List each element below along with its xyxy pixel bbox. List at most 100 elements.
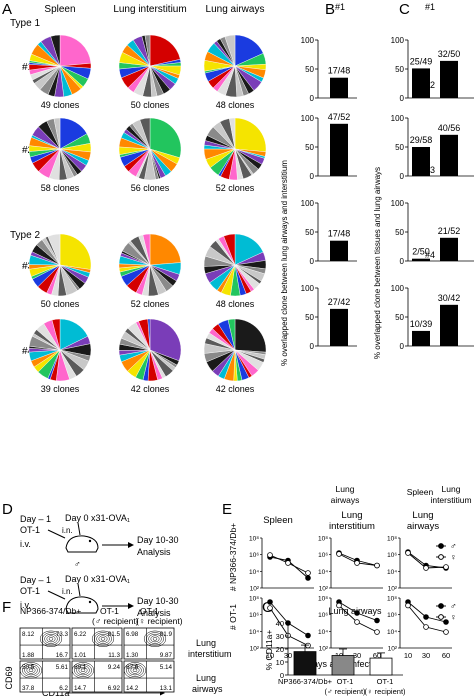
f-col3b: (♀ recipient) [136,616,183,626]
bar [440,134,458,176]
flow-contour [130,666,140,674]
bar-tick-label: 100 [391,284,405,293]
type2-label: Type 2 [10,230,40,241]
bar-annotation: 40/56 [438,123,461,133]
e-legend-marker [438,554,444,560]
e-point [305,632,311,639]
e-legend-label: ♂ [450,541,457,551]
d2-mouse-eye-icon [88,600,92,604]
f-col1: NP366-374/Db+ [20,606,81,616]
e-ylabel-top: # NP366-374/Db+ [228,523,238,591]
flow-quad-ll: 37.8 [22,685,35,692]
flow-contour [48,637,54,641]
panel-letter-b: B [325,1,335,18]
bar-tick-label: 100 [301,284,315,293]
e-legend-marker [438,614,444,620]
flow-contour [26,666,36,674]
flow-contour [148,633,162,644]
d2-in: i.n. [62,587,73,596]
d1-mouse-eye-icon [88,539,92,543]
bar-block-label: #2 [335,80,345,90]
bar-annotation: 21/52 [438,226,461,236]
g-tick-label: 40 [276,619,284,628]
e-point [405,602,411,609]
bar [412,147,430,176]
g-tick-label: 30 [276,632,284,641]
flow-contour [42,632,60,646]
flow-quad-ur: 81.5 [108,631,121,638]
flow-contour [96,633,110,644]
bar-tick-label: 50 [305,228,314,237]
bar-tick-label: 0 [310,257,315,266]
d1-iv: i.v. [20,539,31,549]
pie-slice [224,34,236,67]
bar [440,304,458,346]
g-bar [331,655,355,676]
flow-contour [19,662,43,679]
e-tick-label: 10² [388,646,398,653]
d1-day0: Day 0 x31-OVA₁ [65,513,130,523]
g-xlabel-ot1f-a: OT-1 [377,677,394,686]
bar [330,77,348,98]
clone-count: 58 clones [41,183,80,193]
bar-block-label: #1 [425,2,435,12]
flow-quad-lr: 6.92 [108,685,121,692]
e-xtick-label: 30 [422,651,430,660]
d2-analysis: Analysis [137,608,171,618]
e-point [443,564,449,570]
e-point [423,565,429,571]
pie-slice [149,34,181,67]
bar [330,240,348,261]
f-row1b: interstitium [188,649,232,659]
panel-b-xlabel-1: Lung [336,484,355,494]
bar-tick-label: 50 [395,65,404,74]
row-label: #4 [22,346,34,357]
d2-analysis-days: Day 10-30 [137,596,179,606]
e-tick-label: 10⁴ [387,629,397,636]
e-point [267,599,273,605]
pie-slice [47,233,61,266]
f-col2b: (♂ recipient) [92,616,139,626]
bar-annotation: 25/49 [410,56,433,66]
bar-annotation: 17/48 [328,66,351,76]
e-xtick-label: 10 [404,651,412,660]
e-tick-label: 10⁴ [318,569,328,576]
pie-slice [223,233,236,266]
type1-label: Type 1 [10,18,40,29]
panel-letter-c: C [399,1,410,18]
g-bar [293,651,317,676]
f-row1a: Lung [196,638,216,648]
bar-tick-label: 0 [400,172,405,181]
e-xtick-label: 60 [442,651,450,660]
e-point [336,602,342,609]
clone-count: 49 clones [41,100,80,110]
f-row2a: Lung [196,673,216,683]
flow-quad-lr: 9.87 [160,652,173,659]
flow-contour [39,630,63,647]
d1-iv-arrow [47,529,66,539]
g-title: Lung airways [328,606,382,616]
tissue-header-lung-interstitium: Lung interstitium [113,4,186,15]
e-point [354,560,360,566]
panel-b-ylabel: % overlapped clone between lung airways … [280,160,289,366]
flow-quad-ul: 8.12 [22,631,35,638]
bar-block-label: #2 [425,80,435,90]
clone-count: 50 clones [41,299,80,309]
bar-tick-label: 100 [391,114,405,123]
flow-quad-lr: 6.2 [59,685,68,692]
pie-slice [139,117,151,150]
e-tick-label: 10² [250,646,260,653]
flow-quad-ul: 6.22 [74,631,87,638]
bar-tick-label: 0 [310,94,315,103]
flow-contour [28,668,34,673]
flow-contour [94,632,112,646]
bar-block-label: #1 [335,2,345,12]
pie-slice [50,34,61,67]
e-point [374,562,380,569]
flow-contour [150,635,160,643]
g-xlabel-ot1m-a: OT-1 [337,677,354,686]
pie-slice [59,233,92,270]
e-tick-label: 10⁴ [387,569,397,576]
flow-quad-ll: 14.7 [74,685,87,692]
